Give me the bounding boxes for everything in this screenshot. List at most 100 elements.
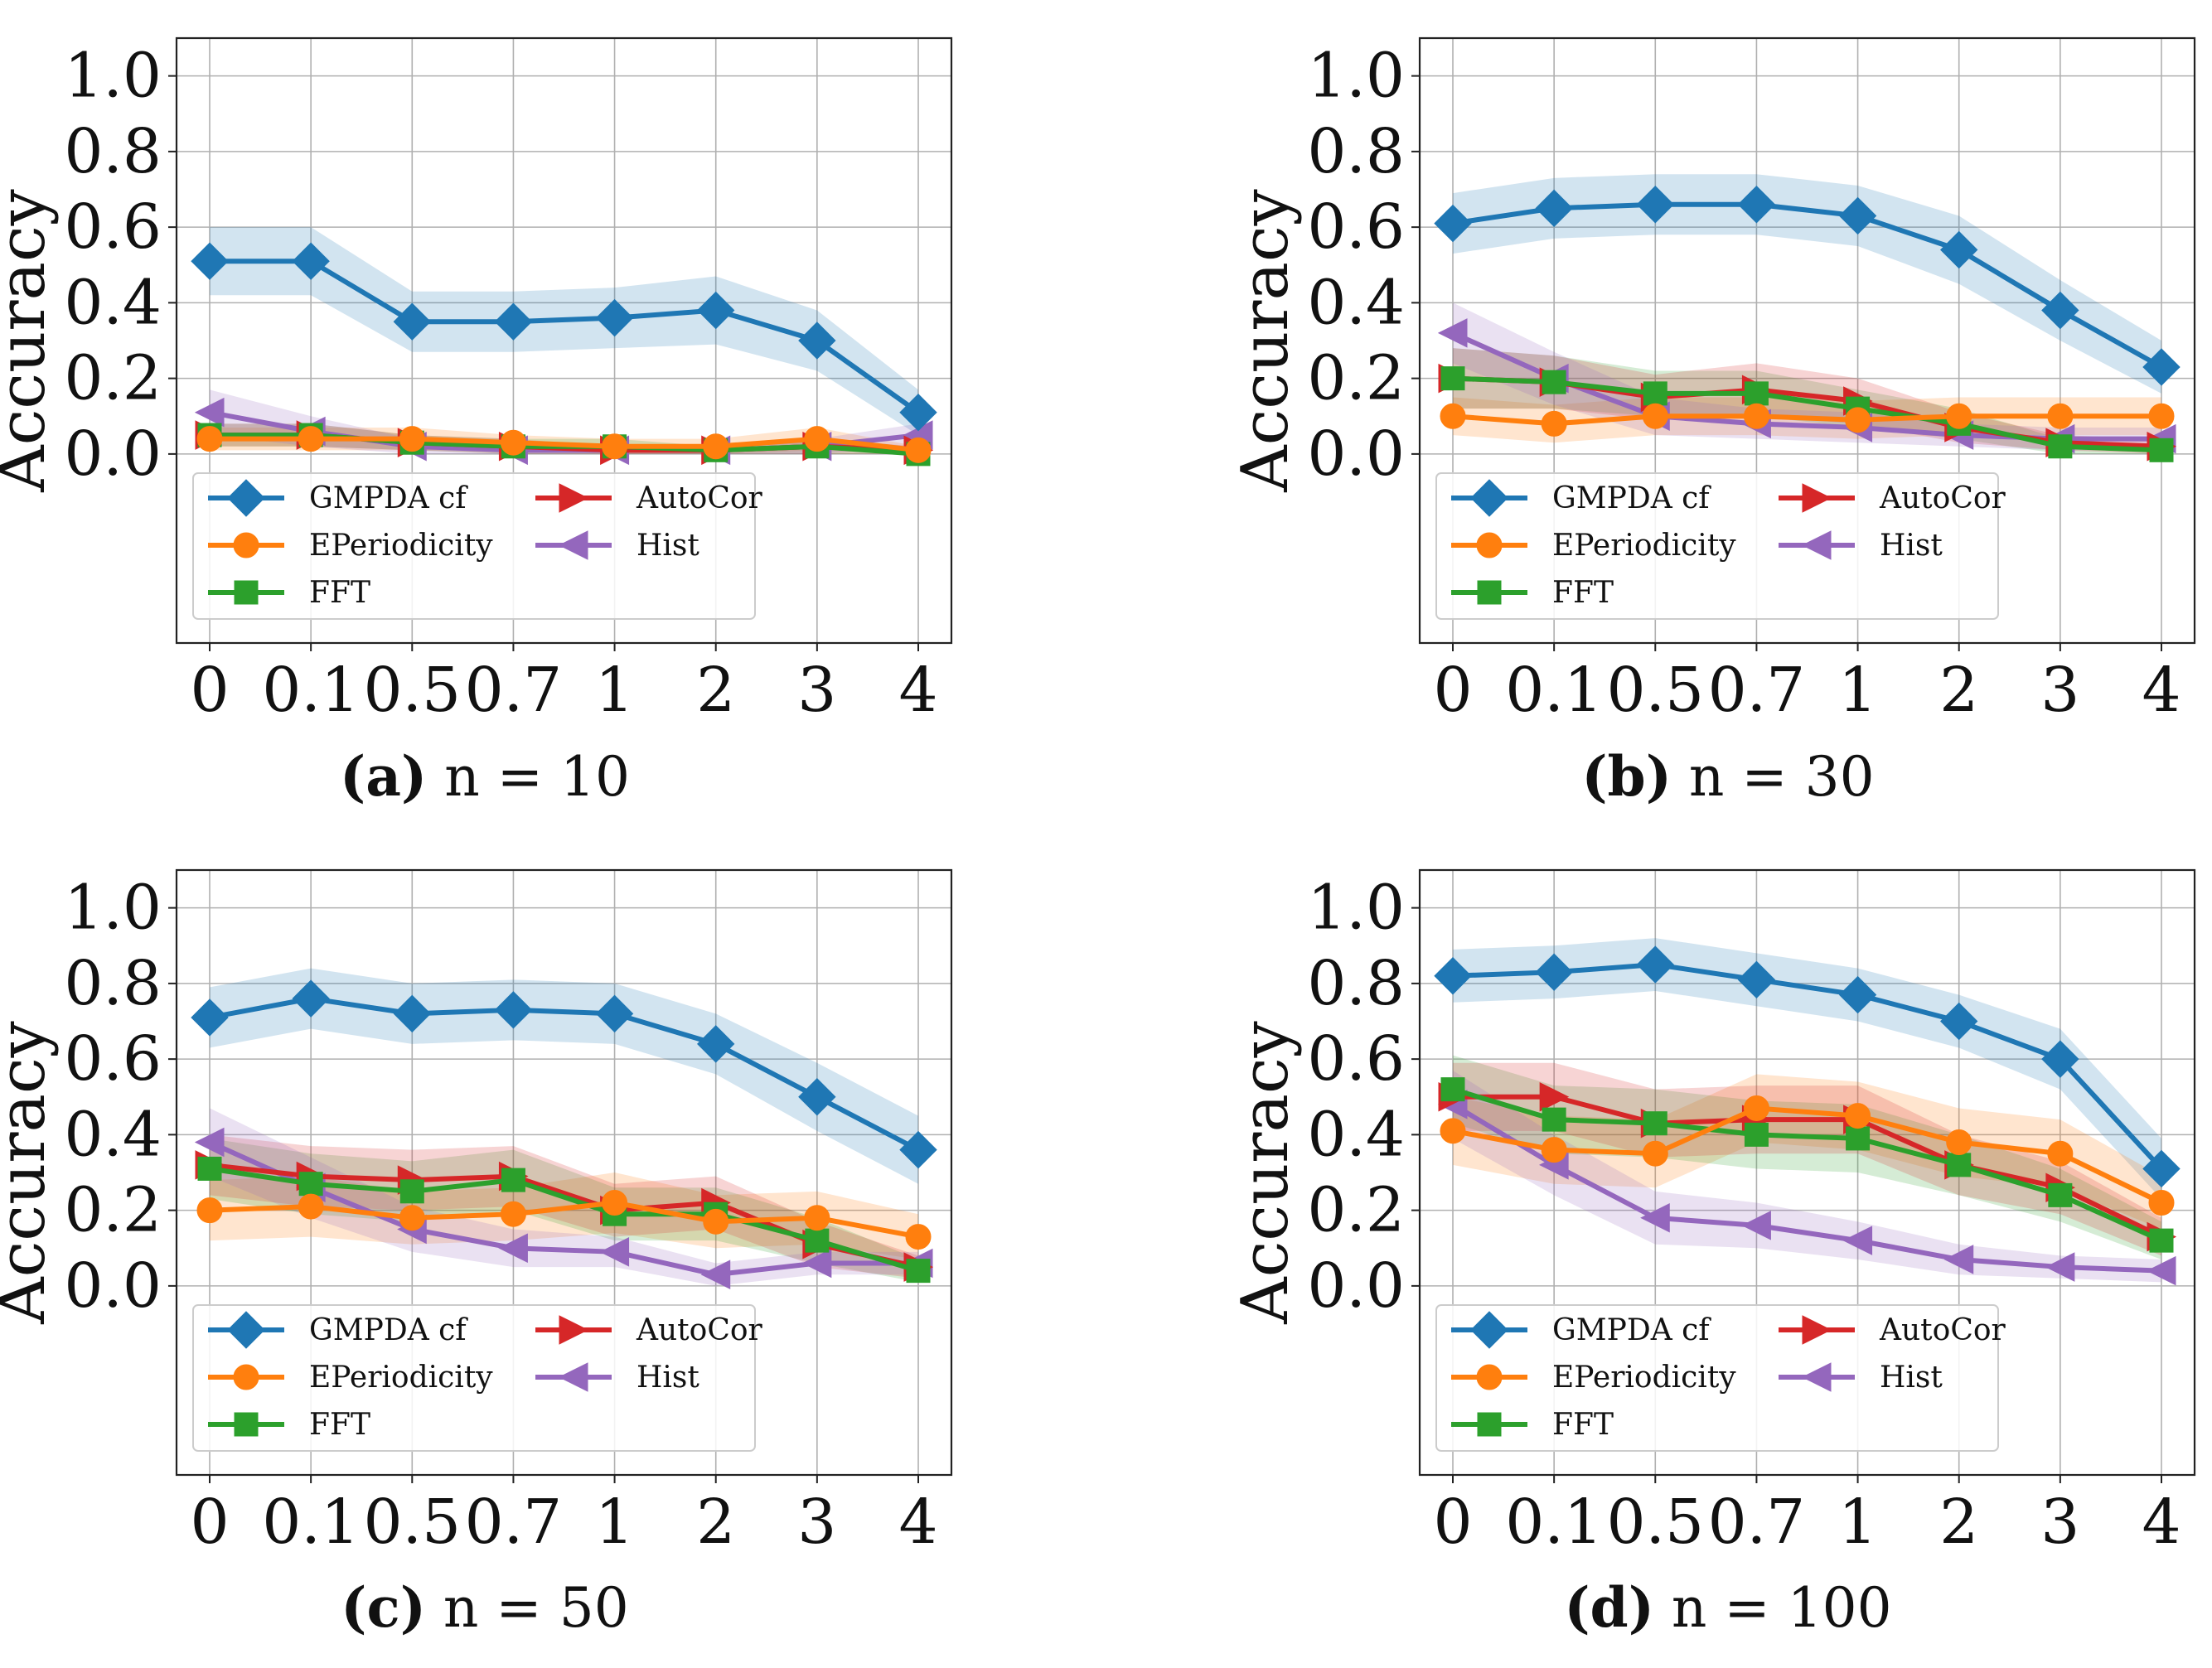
chart-panel-a: 0.00.20.40.60.81.0 0 0.1 0.5 0.7 1 2 3 4 Accuracy… (0, 36, 953, 809)
data-point (2146, 1255, 2176, 1286)
band-hist (1453, 302, 2161, 451)
series-line (1453, 1094, 2163, 1240)
panel-caption: (a) n = 10 (340, 744, 630, 809)
y-axis-label: Accuracy (0, 189, 60, 492)
series-line (210, 259, 920, 415)
y-tick-label: 0.4 (64, 267, 162, 338)
series-eperiodicity (196, 426, 932, 463)
data-point (1640, 1202, 1670, 1233)
legend-label: FFT (1552, 1408, 1614, 1442)
legend: GMPDA cf EPeriodicity FFT AutoCor Hist (192, 1304, 763, 1452)
panel-caption-text: n = 30 (1672, 745, 1875, 809)
legend: GMPDA cf EPeriodicity FFT AutoCor Hist (1435, 472, 2006, 620)
y-tick-label: 0.6 (1307, 191, 1405, 263)
x-tick-label: 2 (696, 1487, 735, 1558)
data-point (501, 1168, 525, 1192)
data-point (1940, 1002, 1978, 1041)
data-point (700, 1259, 731, 1289)
data-point (1743, 1095, 1769, 1121)
data-point (197, 1156, 222, 1181)
series-eperiodicity (1440, 403, 2175, 437)
data-point (1541, 1137, 1567, 1163)
legend-label: FFT (309, 1408, 370, 1442)
y-tick-label: 0.4 (64, 1099, 162, 1170)
legend-swatch-marker (1477, 1412, 1502, 1437)
data-point (292, 979, 330, 1018)
series-line (209, 1200, 919, 1240)
y-tick-label: 0.6 (64, 1023, 162, 1095)
confidence-bands (1453, 938, 2161, 1283)
data-point (1541, 410, 1567, 437)
data-point (2148, 403, 2175, 429)
legend-swatch-marker (1476, 1364, 1503, 1390)
panel-caption-text: n = 50 (426, 1576, 629, 1640)
data-point (1943, 1245, 1974, 1274)
data-point (1643, 1111, 1667, 1136)
panel-caption-label: (b) (1581, 744, 1672, 809)
x-tick-label: 0 (1433, 1487, 1472, 1558)
band-gmpda-cf (1453, 174, 2161, 394)
x-tick-label: 1 (1838, 1487, 1877, 1558)
panel-caption: (d) n = 100 (1564, 1575, 1891, 1640)
legend-label: AutoCor (1879, 481, 2006, 515)
data-point (1535, 953, 1573, 991)
legend-item: Hist (1779, 1361, 1943, 1395)
legend-item: Hist (535, 529, 699, 563)
legend-item: Hist (535, 1361, 699, 1395)
x-axis: 0 0.1 0.5 0.7 1 2 3 4 (190, 643, 938, 726)
legend-box (192, 472, 756, 620)
x-tick-label: 0.1 (1505, 655, 1603, 726)
data-point (494, 302, 533, 341)
data-point (1842, 1226, 1873, 1255)
legend-item: FFT (1451, 576, 1614, 610)
data-point (298, 426, 324, 452)
data-point (2148, 1190, 2175, 1216)
data-point (498, 1233, 528, 1264)
data-point (899, 393, 937, 432)
data-point (905, 437, 932, 463)
data-point (703, 433, 729, 460)
y-axis: 0.00.20.40.60.81.0 (64, 41, 177, 490)
legend: GMPDA cf EPeriodicity FFT AutoCor Hist (192, 472, 763, 620)
x-tick-label: 2 (1939, 1487, 1978, 1558)
data-point (595, 298, 634, 337)
series-line (209, 1166, 919, 1274)
band-autocor (1453, 1062, 2161, 1256)
legend-item: EPeriodicity (1451, 1361, 1736, 1395)
data-point (1440, 1118, 1466, 1144)
x-tick-label: 2 (1939, 655, 1978, 726)
legend-label: AutoCor (636, 481, 763, 515)
data-point (1744, 381, 1769, 406)
data-point (196, 1197, 223, 1224)
data-point (399, 426, 425, 452)
data-point (804, 1205, 830, 1231)
x-tick-label: 0.5 (1606, 655, 1704, 726)
data-point (1947, 1153, 1972, 1177)
data-point (599, 1237, 630, 1267)
data-point (500, 1201, 526, 1227)
x-tick-label: 0.7 (465, 1487, 563, 1558)
x-axis: 0 0.1 0.5 0.7 1 2 3 4 (190, 1475, 938, 1558)
legend-item: FFT (208, 576, 370, 610)
data-point (1539, 1081, 1570, 1112)
data-point (500, 429, 526, 456)
data-point (196, 426, 223, 452)
x-tick-label: 0.7 (1708, 1487, 1806, 1558)
legend-item: EPeriodicity (208, 1361, 493, 1395)
data-point (2047, 1140, 2074, 1167)
legend-item: GMPDA cf (1451, 479, 1711, 517)
data-point (1743, 403, 1769, 429)
data-point (805, 1228, 830, 1253)
x-tick-label: 0.1 (262, 1487, 360, 1558)
data-point (2142, 1149, 2181, 1188)
x-axis: 0 0.1 0.5 0.7 1 2 3 4 (1433, 1475, 2181, 1558)
y-tick-label: 0.6 (64, 191, 162, 263)
y-tick-label: 0.8 (1307, 948, 1405, 1019)
legend-item: AutoCor (1779, 1313, 2006, 1347)
data-point (801, 1248, 832, 1279)
data-point (191, 242, 229, 280)
legend-swatch-marker (1801, 1362, 1832, 1392)
legend: GMPDA cf EPeriodicity FFT AutoCor Hist (1435, 1304, 2006, 1452)
legend-label: Hist (1880, 1361, 1943, 1395)
